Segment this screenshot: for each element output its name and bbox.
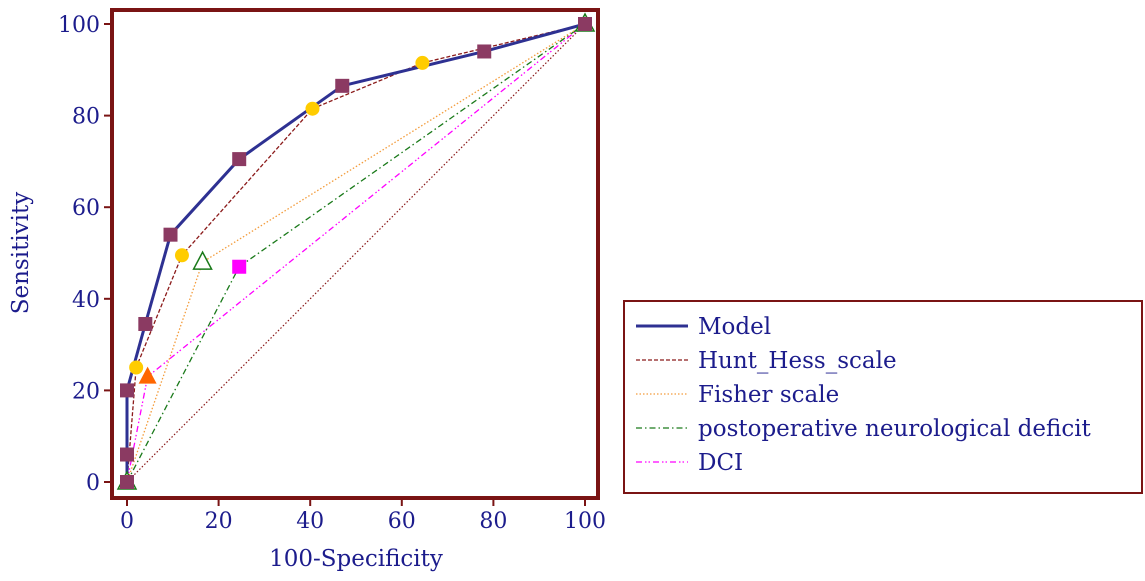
reference-diagonal-line — [126, 23, 586, 483]
x-tick-label: 80 — [479, 509, 507, 534]
x-tick-label: 40 — [296, 509, 324, 534]
y-tick-label: 80 — [72, 105, 100, 130]
series-2-point-4 — [305, 101, 320, 116]
y-tick-label: 0 — [86, 471, 100, 496]
y-tick-label: 20 — [72, 379, 100, 404]
series-1-point-7 — [335, 78, 350, 93]
series-1-point-4 — [138, 316, 153, 331]
legend-label-5: DCI — [698, 450, 743, 476]
series-2-point-2 — [129, 360, 144, 375]
legend-box — [623, 300, 1143, 494]
series-4-point-2 — [232, 259, 247, 274]
series-2-point-5 — [415, 55, 430, 70]
series-line-2 — [126, 23, 586, 483]
legend-label-1: Model — [698, 314, 771, 340]
y-tick-label: 40 — [72, 288, 100, 313]
x-axis-title: 100-Specificity — [269, 546, 443, 572]
series-1-point-8 — [477, 44, 492, 59]
series-1-point-2 — [120, 447, 134, 462]
plot-frame — [110, 8, 600, 500]
series-3-point-2 — [192, 250, 213, 270]
series-5-point-2 — [138, 366, 157, 384]
legend-label-3: Fisher scale — [698, 382, 839, 408]
x-tick-label: 60 — [388, 509, 416, 534]
series-1-point-3 — [120, 383, 134, 398]
y-axis-title: Sensitivity — [8, 192, 34, 315]
y-tick-label: 60 — [72, 196, 100, 221]
y-tick-label: 100 — [58, 13, 100, 38]
legend-label-2: Hunt_Hess_scale — [698, 348, 897, 374]
series-1-point-9 — [578, 17, 592, 31]
x-tick-label: 0 — [120, 509, 134, 534]
legend-label-4: postoperative neurological deficit — [698, 416, 1092, 442]
series-1-point-1 — [120, 475, 134, 489]
x-tick-label: 20 — [205, 509, 233, 534]
axes: 100-Specificity Sensitivity 0 20 40 60 80 100… — [8, 8, 606, 572]
plot-area — [116, 12, 596, 490]
series-1-point-6 — [232, 152, 247, 167]
series-1-point-5 — [163, 227, 178, 242]
legend: Model Hunt_Hess_scale Fisher scale postoper… — [623, 300, 1143, 494]
x-tick-label: 100 — [564, 509, 606, 534]
series-2-point-3 — [174, 248, 189, 263]
